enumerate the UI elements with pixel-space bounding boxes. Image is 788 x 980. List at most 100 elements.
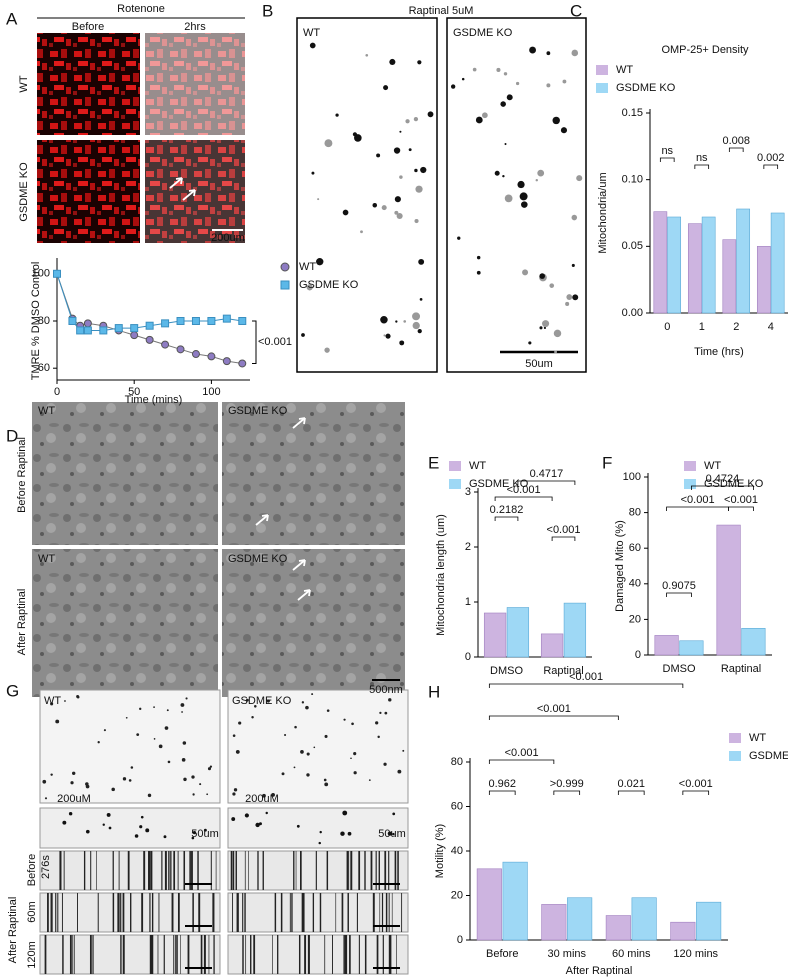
particle [350, 757, 352, 760]
particle [372, 203, 378, 208]
legend-marker [280, 280, 290, 290]
particle [502, 174, 505, 178]
x-tick-label: 100 [202, 386, 220, 398]
data-point [176, 345, 185, 354]
y-tick-label: 2 [465, 541, 471, 553]
annotation: <0.001 [724, 494, 758, 506]
particle [233, 788, 238, 792]
particle [294, 725, 297, 729]
particle [166, 709, 169, 712]
particle [145, 828, 150, 833]
y-tick-label: 80 [38, 315, 50, 327]
particle [553, 329, 562, 338]
particle [475, 116, 483, 124]
bar [563, 602, 587, 658]
particle [192, 793, 195, 796]
annotation: ns [661, 145, 673, 157]
legend-swatch [596, 83, 608, 93]
particle [412, 312, 421, 321]
arrow [292, 559, 306, 571]
micrograph [227, 689, 409, 804]
particle [537, 169, 545, 177]
bar [506, 607, 530, 658]
particle [389, 58, 396, 66]
data-point [238, 359, 247, 368]
particle [183, 777, 187, 782]
data-point [76, 326, 85, 335]
y-tick-label: 60 [38, 362, 50, 374]
particle [353, 752, 357, 756]
y-tick-label: 0.00 [622, 307, 643, 319]
data-point [161, 340, 170, 349]
particle [414, 218, 419, 224]
y-tick-label: 0 [635, 649, 641, 661]
particle [402, 749, 405, 752]
bar [567, 897, 593, 941]
y-tick-label: 1 [465, 596, 471, 608]
annotation: <0.001 [537, 703, 571, 715]
annotation: >0.999 [550, 778, 584, 790]
x-axis-title: After Raptinal [566, 965, 633, 977]
annotation: 0.962 [488, 778, 516, 790]
bracket [494, 516, 519, 521]
particle [180, 703, 185, 707]
particle [397, 769, 402, 774]
particle [235, 749, 240, 754]
arrow [169, 177, 183, 189]
particle [317, 198, 320, 201]
data-point [99, 326, 108, 335]
particle [414, 168, 418, 173]
particle [76, 694, 80, 698]
particle [381, 205, 387, 211]
particle [232, 792, 236, 796]
bracket [659, 157, 675, 162]
particle [192, 831, 197, 835]
particle [476, 255, 481, 260]
particle [340, 831, 345, 836]
particle [301, 701, 305, 704]
particle [342, 810, 348, 816]
bar [736, 208, 751, 314]
particle [399, 175, 403, 179]
scale-label: 200uM [245, 793, 279, 805]
data-point [176, 317, 185, 325]
particle [500, 101, 506, 107]
y-axis-title: Mitochondria length (um) [435, 514, 447, 636]
particle [347, 831, 352, 836]
chart-title: OMP-25+ Density [661, 44, 749, 56]
data-point [130, 324, 139, 333]
particle [576, 175, 583, 182]
row-label: Before [26, 854, 38, 886]
particle [305, 705, 309, 710]
particle [300, 749, 304, 754]
particle [539, 326, 543, 330]
data-point [222, 357, 231, 366]
bracket [728, 147, 744, 152]
particle [97, 741, 100, 744]
bracket [763, 164, 779, 169]
legend-label: GSDME KO [616, 82, 676, 94]
particle [313, 746, 316, 749]
em-image [32, 402, 218, 545]
y-tick-label: 40 [451, 845, 463, 857]
data-point [83, 319, 92, 328]
panel-letter: E [428, 453, 439, 472]
particle [379, 711, 382, 715]
particle [130, 766, 134, 769]
particle [408, 148, 412, 152]
particle [85, 784, 90, 789]
column-label: 2hrs [184, 21, 206, 33]
particle [461, 77, 465, 81]
x-tick-label: DMSO [490, 665, 523, 677]
particle [296, 824, 300, 828]
particle [50, 702, 54, 706]
particle [529, 46, 537, 54]
particle [377, 735, 380, 739]
legend-label: WT [749, 732, 766, 744]
annotation: <0.001 [681, 494, 715, 506]
legend-swatch [596, 65, 608, 75]
bracket [494, 496, 553, 501]
particle [521, 201, 528, 208]
x-tick-label: 50 [128, 386, 140, 398]
legend-swatch [449, 479, 461, 489]
